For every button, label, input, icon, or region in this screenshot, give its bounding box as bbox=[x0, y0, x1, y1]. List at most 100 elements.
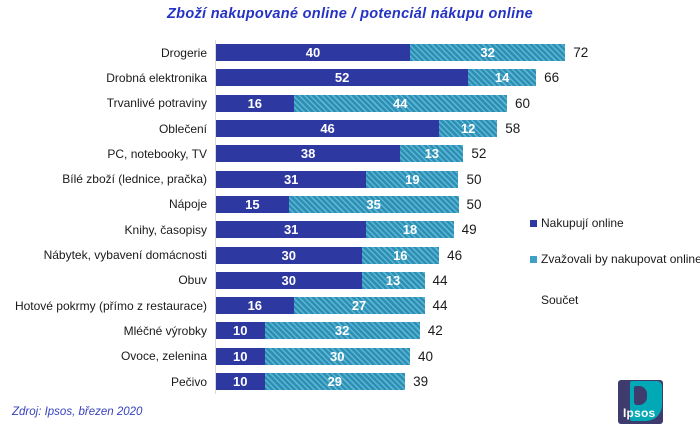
category-label: Mléčné výrobky bbox=[123, 323, 207, 338]
plot-area: 46 12 58 bbox=[215, 115, 521, 142]
bar-segment-nakupuji-online: 16 bbox=[216, 297, 294, 315]
legend-label: Součet bbox=[541, 293, 579, 307]
bar-segment-zvazovali-by: 35 bbox=[288, 195, 459, 213]
category-label: Obuv bbox=[178, 273, 207, 288]
stacked-bar: 30 16 bbox=[216, 246, 440, 264]
bar-row: Mléčné výrobky 10 32 42 bbox=[0, 318, 700, 344]
plot-area: 40 32 72 bbox=[215, 40, 589, 66]
plot-area: 31 18 49 bbox=[215, 217, 477, 243]
legend-item-zvazovali: Zvažovali by nakupovat online bbox=[530, 252, 700, 266]
plot-area: 30 16 46 bbox=[215, 242, 463, 268]
plot-area: 38 13 52 bbox=[215, 141, 487, 167]
plot-area: 30 13 44 bbox=[215, 267, 448, 293]
bar-row: Nápoje 15 35 50 bbox=[0, 191, 700, 218]
stacked-bar: 31 18 bbox=[216, 221, 454, 239]
bar-segment-zvazovali-by: 30 bbox=[264, 347, 410, 365]
bar-segment-nakupuji-online: 30 bbox=[216, 246, 362, 264]
stacked-bar: 10 30 bbox=[216, 347, 410, 365]
plot-area: 31 19 50 bbox=[215, 166, 482, 192]
stacked-bar: 16 27 bbox=[216, 297, 425, 315]
category-label: Drogerie bbox=[160, 45, 207, 60]
bar-segment-nakupuji-online: 40 bbox=[216, 44, 410, 62]
stacked-bar: 38 13 bbox=[216, 145, 464, 163]
bar-segment-zvazovali-by: 27 bbox=[293, 297, 425, 315]
total-value-label: 66 bbox=[544, 70, 560, 86]
total-value-label: 72 bbox=[573, 45, 589, 61]
stacked-bar: 16 44 bbox=[216, 94, 507, 112]
bar-row: Bílé zboží (lednice, pračka) 31 19 50 bbox=[0, 166, 700, 192]
bar-segment-zvazovali-by: 13 bbox=[400, 145, 464, 163]
category-label: Bílé zboží (lednice, pračka) bbox=[62, 172, 207, 187]
bar-segment-zvazovali-by: 19 bbox=[366, 170, 459, 188]
stacked-bar: 10 32 bbox=[216, 322, 420, 340]
bar-segment-zvazovali-by: 16 bbox=[361, 246, 440, 264]
total-value-label: 42 bbox=[427, 323, 443, 339]
bar-segment-zvazovali-by: 13 bbox=[361, 271, 425, 289]
total-value-label: 46 bbox=[447, 247, 463, 263]
legend-item-soucet: Součet bbox=[530, 293, 578, 307]
stacked-bar: 40 32 bbox=[216, 44, 566, 62]
bar-row: Drobná elektronika 52 14 66 bbox=[0, 65, 700, 91]
chart-title: Zboží nakupované online / potenciál náku… bbox=[167, 6, 533, 22]
stacked-bar: 15 35 bbox=[216, 195, 459, 213]
bar-segment-nakupuji-online: 15 bbox=[216, 195, 289, 213]
bar-row: Pečivo 10 29 39 bbox=[0, 368, 700, 395]
plot-area: 10 29 39 bbox=[215, 368, 429, 395]
category-label: Pečivo bbox=[170, 374, 207, 389]
stacked-bar: 52 14 bbox=[216, 69, 537, 87]
total-value-label: 49 bbox=[461, 222, 477, 238]
plot-area: 52 14 66 bbox=[215, 65, 560, 91]
bar-row: Trvanlivé potraviny 16 44 60 bbox=[0, 90, 700, 116]
logo-text: Ipsos bbox=[623, 406, 656, 420]
total-value-label: 39 bbox=[413, 374, 429, 389]
ipsos-logo: Ipsos bbox=[618, 380, 663, 424]
total-value-label: 52 bbox=[471, 146, 487, 162]
bar-row: PC, notebooky, TV 38 13 52 bbox=[0, 141, 700, 167]
total-value-label: 50 bbox=[466, 196, 482, 212]
stacked-bar: 10 29 bbox=[216, 373, 406, 390]
plot-area: 10 30 40 bbox=[215, 343, 434, 369]
plot-area: 15 35 50 bbox=[215, 191, 482, 218]
bar-row: Obuv 30 13 44 bbox=[0, 267, 700, 293]
total-value-label: 44 bbox=[432, 298, 448, 314]
category-label: Drobná elektronika bbox=[106, 70, 207, 85]
bar-segment-zvazovali-by: 32 bbox=[410, 44, 566, 62]
total-value-label: 40 bbox=[418, 348, 434, 364]
stacked-bar: 30 13 bbox=[216, 271, 425, 289]
bar-segment-nakupuji-online: 16 bbox=[216, 94, 294, 112]
category-label: PC, notebooky, TV bbox=[107, 146, 207, 161]
legend-item-nakupuji: Nakupují online bbox=[530, 216, 624, 230]
legend-label: Zvažovali by nakupovat online bbox=[541, 252, 700, 266]
bar-row: Knihy, časopisy 31 18 49 bbox=[0, 217, 700, 243]
bar-segment-nakupuji-online: 10 bbox=[216, 373, 265, 390]
stacked-bar: 46 12 bbox=[216, 120, 498, 138]
category-label: Hotové pokrmy (přímo z restaurace) bbox=[14, 298, 207, 313]
category-label: Nápoje bbox=[168, 197, 207, 212]
bar-segment-nakupuji-online: 38 bbox=[216, 145, 401, 163]
legend-swatch-dark-blue bbox=[530, 219, 537, 227]
bar-segment-nakupuji-online: 52 bbox=[216, 69, 469, 87]
bar-row: Ovoce, zelenina 10 30 40 bbox=[0, 343, 700, 369]
bar-segment-nakupuji-online: 46 bbox=[216, 120, 440, 138]
bar-row: Drogerie 40 32 72 bbox=[0, 40, 700, 66]
bar-segment-zvazovali-by: 29 bbox=[264, 373, 406, 390]
total-value-label: 60 bbox=[514, 95, 531, 111]
bar-segment-nakupuji-online: 31 bbox=[216, 221, 367, 239]
bar-row: Oblečení 46 12 58 bbox=[0, 115, 700, 142]
source-note: Zdroj: Ipsos, březen 2020 bbox=[12, 406, 143, 418]
bar-row: Nábytek, vybavení domácnosti 30 16 46 bbox=[0, 242, 700, 268]
total-value-label: 44 bbox=[432, 272, 448, 288]
category-label: Trvanlivé potraviny bbox=[106, 96, 207, 111]
bar-segment-zvazovali-by: 14 bbox=[468, 69, 537, 87]
category-label: Nábytek, vybavení domácnosti bbox=[43, 248, 207, 263]
stacked-bar: 31 19 bbox=[216, 170, 459, 188]
total-value-label: 58 bbox=[505, 121, 521, 137]
bar-segment-nakupuji-online: 10 bbox=[216, 322, 265, 340]
category-label: Ovoce, zelenina bbox=[120, 349, 207, 364]
legend-label: Nakupují online bbox=[541, 216, 624, 230]
plot-area: 10 32 42 bbox=[215, 318, 443, 344]
total-value-label: 50 bbox=[466, 171, 482, 187]
category-label: Knihy, časopisy bbox=[124, 222, 207, 237]
bar-segment-zvazovali-by: 18 bbox=[366, 221, 454, 239]
bar-segment-nakupuji-online: 31 bbox=[216, 170, 367, 188]
